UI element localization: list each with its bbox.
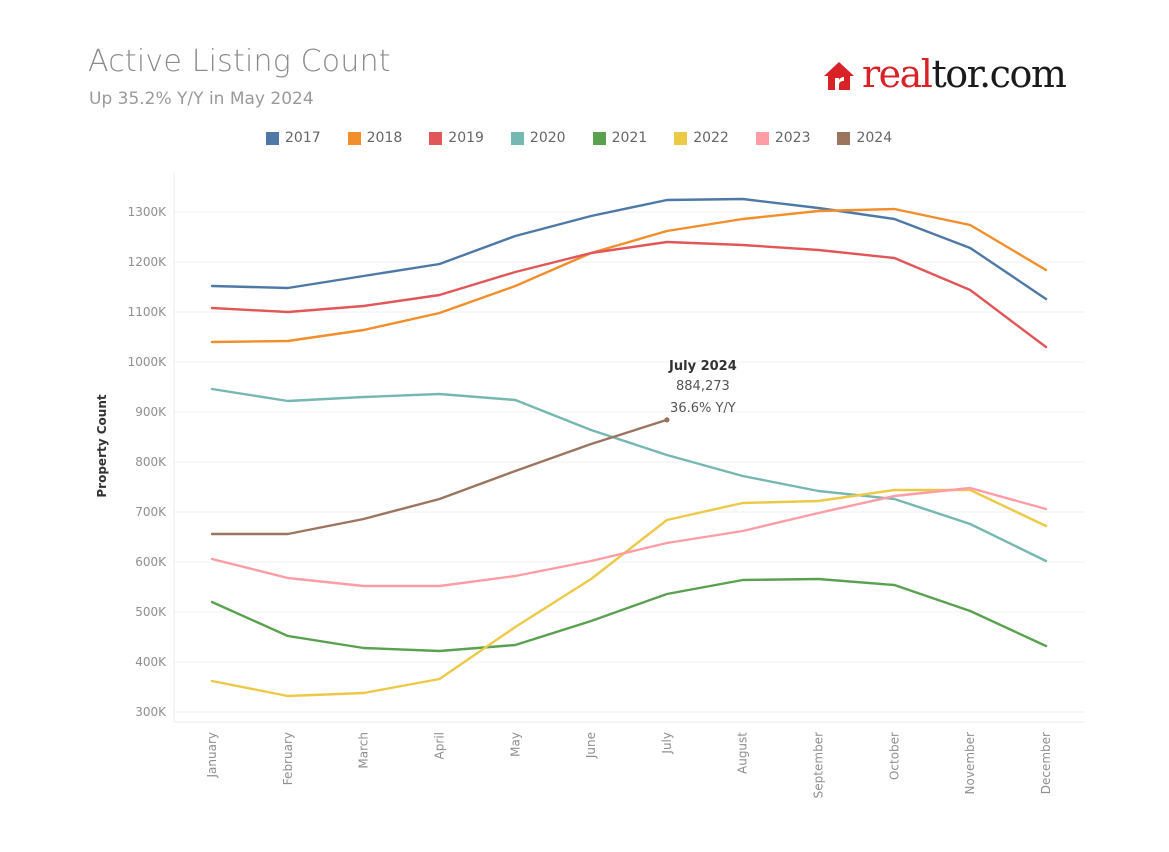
gridlines: [174, 211, 1085, 713]
annotation-title: July 2024: [668, 359, 737, 374]
house-icon: [824, 62, 854, 90]
x-tick-label: May: [508, 732, 522, 757]
legend-item-2023[interactable]: 2023: [755, 130, 811, 146]
y-tick-label: 1300K: [128, 205, 168, 219]
y-tick-label: 1000K: [128, 355, 168, 369]
y-tick-label: 300K: [135, 705, 167, 719]
legend-item-2021[interactable]: 2021: [592, 130, 648, 146]
legend-swatch: [510, 131, 524, 145]
legend-swatch: [755, 131, 769, 145]
series-line-2017[interactable]: [210, 197, 1048, 301]
series-line-2021[interactable]: [210, 577, 1048, 653]
plot-frame: [173, 172, 1085, 723]
annotation: July 2024 884,273 36.6% Y/Y: [664, 359, 737, 423]
series-line-2019[interactable]: [210, 240, 1048, 349]
y-axis-ticks: 300K 400K 500K 600K 700K 800K 900K 1000K 1100K 12…: [128, 205, 168, 719]
legend-swatch: [266, 131, 279, 145]
x-axis-ticks: January February March April May June July Augu…: [205, 732, 1053, 799]
legend-item-2018[interactable]: 2018: [347, 130, 403, 146]
series-line-2023[interactable]: [210, 486, 1048, 588]
legend-item-2024[interactable]: 2024: [837, 130, 892, 146]
annotation-point[interactable]: [664, 417, 670, 423]
x-tick-label: March: [357, 732, 371, 769]
legend-label: 2022: [693, 130, 729, 146]
x-tick-label: August: [736, 732, 750, 774]
legend-label: 2021: [611, 130, 648, 146]
series-line-2020[interactable]: [210, 387, 1048, 563]
chart-subtitle: Up 35.2% Y/Y in May 2024: [89, 89, 314, 109]
y-tick-label: 900K: [135, 405, 167, 419]
legend-label: 2024: [856, 130, 893, 146]
y-tick-label: 1200K: [128, 255, 168, 269]
legend-swatch: [429, 131, 443, 145]
x-tick-label: October: [887, 732, 901, 780]
legend-item-2019[interactable]: 2019: [429, 130, 484, 146]
logo-text-red: real: [862, 52, 933, 96]
series-line-2022[interactable]: [210, 488, 1048, 698]
legend-label: 2023: [774, 130, 811, 146]
x-tick-label: September: [812, 732, 826, 798]
y-tick-label: 400K: [135, 655, 167, 669]
legend-swatch: [674, 131, 688, 145]
legend-item-2017[interactable]: 2017: [266, 130, 321, 146]
legend-swatch: [837, 131, 851, 145]
annotation-change: 36.6% Y/Y: [670, 401, 736, 416]
y-tick-label: 800K: [135, 455, 167, 469]
x-tick-label: July: [660, 732, 674, 755]
y-tick-label: 700K: [135, 505, 167, 519]
y-tick-label: 1100K: [128, 305, 168, 319]
legend-label: 2019: [448, 130, 484, 146]
annotation-value: 884,273: [676, 379, 730, 394]
series-line-2024[interactable]: [210, 418, 669, 536]
series-lines: [210, 197, 1048, 698]
legend-label: 2018: [366, 130, 403, 146]
chart-legend: 2017 2018 2019 2020 2021 2022 2023 2024: [266, 130, 919, 146]
y-axis-label: Property Count: [95, 394, 109, 497]
series-line-2018[interactable]: [210, 207, 1048, 344]
logo-text-black: tor.com: [931, 52, 1066, 96]
x-tick-label: June: [584, 732, 598, 759]
x-tick-label: February: [281, 732, 295, 785]
legend-item-2022[interactable]: 2022: [674, 130, 729, 146]
realtor-logo: real tor.com: [822, 52, 1067, 96]
x-tick-label: December: [1039, 732, 1053, 794]
y-tick-label: 500K: [135, 605, 167, 619]
chart-title: Active Listing Count: [88, 44, 391, 79]
x-tick-label: April: [432, 732, 446, 759]
legend-swatch: [592, 131, 606, 145]
x-tick-label: January: [205, 732, 219, 779]
legend-label: 2017: [285, 130, 321, 146]
legend-item-2020[interactable]: 2020: [510, 130, 566, 146]
x-tick-label: November: [963, 732, 977, 794]
legend-label: 2020: [529, 130, 566, 146]
legend-swatch: [347, 131, 361, 145]
y-tick-label: 600K: [135, 555, 167, 569]
